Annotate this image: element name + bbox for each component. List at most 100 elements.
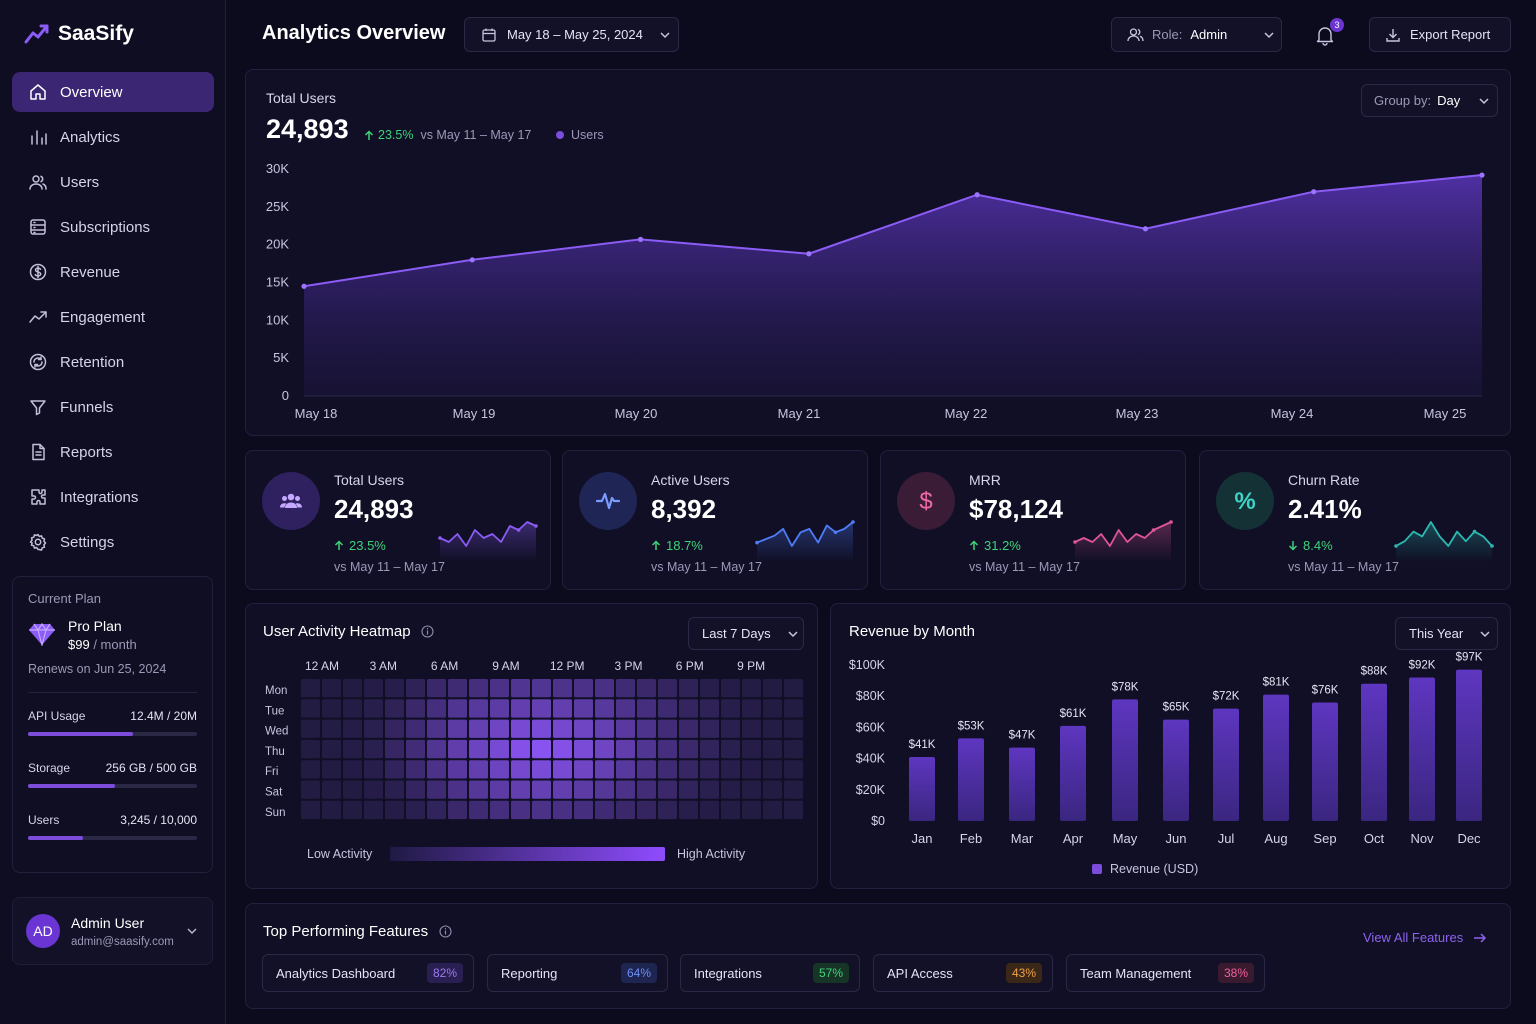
heatmap-cell[interactable] — [490, 760, 509, 779]
revenue-bar[interactable] — [1009, 747, 1035, 821]
heatmap-cell[interactable] — [301, 719, 320, 738]
heatmap-cell[interactable] — [721, 760, 740, 779]
heatmap-cell[interactable] — [490, 739, 509, 759]
revenue-bar[interactable] — [1312, 702, 1338, 821]
heatmap-cell[interactable] — [721, 719, 740, 738]
heatmap-cell[interactable] — [658, 800, 677, 820]
heatmap-cell[interactable] — [595, 739, 614, 759]
heatmap-cell[interactable] — [427, 760, 446, 779]
heatmap-cell[interactable] — [679, 739, 698, 759]
heatmap-cell[interactable] — [448, 739, 467, 759]
heatmap-cell[interactable] — [469, 760, 488, 779]
heatmap-cell[interactable] — [595, 719, 614, 738]
heatmap-cell[interactable] — [301, 699, 320, 718]
heatmap-cell[interactable] — [574, 780, 593, 799]
heatmap-cell[interactable] — [784, 800, 803, 820]
heatmap-cell[interactable] — [637, 699, 656, 718]
heatmap-cell[interactable] — [385, 780, 404, 799]
heatmap-cell[interactable] — [595, 679, 614, 698]
heatmap-cell[interactable] — [322, 760, 341, 779]
heatmap-cell[interactable] — [490, 699, 509, 718]
heatmap-cell[interactable] — [763, 699, 782, 718]
revenue-range-select[interactable]: This Year — [1395, 617, 1498, 650]
heatmap-cell[interactable] — [343, 760, 362, 779]
brand-logo[interactable]: SaaSify — [24, 22, 134, 46]
heatmap-cell[interactable] — [700, 719, 719, 738]
heatmap-cell[interactable] — [343, 699, 362, 718]
heatmap-cell[interactable] — [427, 739, 446, 759]
heatmap-cell[interactable] — [364, 760, 383, 779]
heatmap-cell[interactable] — [364, 679, 383, 698]
heatmap-cell[interactable] — [574, 719, 593, 738]
heatmap-cell[interactable] — [511, 679, 530, 698]
heatmap-cell[interactable] — [448, 780, 467, 799]
heatmap-cell[interactable] — [616, 699, 635, 718]
feature-chip-reporting[interactable]: Reporting 64% — [487, 954, 668, 992]
heatmap-cell[interactable] — [469, 699, 488, 718]
heatmap-cell[interactable] — [721, 780, 740, 799]
heatmap-cell[interactable] — [721, 800, 740, 820]
heatmap-cell[interactable] — [532, 679, 551, 698]
heatmap-cell[interactable] — [490, 780, 509, 799]
heatmap-cell[interactable] — [406, 760, 425, 779]
heatmap-cell[interactable] — [511, 739, 530, 759]
heatmap-cell[interactable] — [616, 739, 635, 759]
heatmap-cell[interactable] — [532, 800, 551, 820]
notifications-button[interactable]: 3 — [1314, 18, 1344, 48]
users-data-point[interactable] — [1479, 172, 1485, 178]
heatmap-cell[interactable] — [364, 739, 383, 759]
sidebar-item-overview[interactable]: Overview — [12, 72, 214, 112]
heatmap-cell[interactable] — [637, 679, 656, 698]
heatmap-cell[interactable] — [427, 679, 446, 698]
sidebar-item-integrations[interactable]: Integrations — [12, 477, 214, 517]
heatmap-cell[interactable] — [301, 800, 320, 820]
heatmap-cell[interactable] — [679, 780, 698, 799]
sidebar-item-funnels[interactable]: Funnels — [12, 387, 214, 427]
heatmap-cell[interactable] — [595, 760, 614, 779]
heatmap-cell[interactable] — [742, 760, 761, 779]
revenue-bar[interactable] — [909, 757, 935, 821]
heatmap-cell[interactable] — [616, 800, 635, 820]
heatmap-cell[interactable] — [616, 719, 635, 738]
heatmap-cell[interactable] — [406, 719, 425, 738]
heatmap-cell[interactable] — [532, 699, 551, 718]
heatmap-cell[interactable] — [427, 780, 446, 799]
heatmap-cell[interactable] — [721, 739, 740, 759]
heatmap-cell[interactable] — [595, 699, 614, 718]
heatmap-cell[interactable] — [574, 679, 593, 698]
sidebar-item-settings[interactable]: Settings — [12, 522, 214, 562]
heatmap-cell[interactable] — [700, 739, 719, 759]
heatmap-cell[interactable] — [469, 780, 488, 799]
heatmap-cell[interactable] — [448, 719, 467, 738]
heatmap-cell[interactable] — [679, 719, 698, 738]
revenue-bar[interactable] — [958, 738, 984, 821]
heatmap-cell[interactable] — [385, 739, 404, 759]
role-selector[interactable]: Role: Admin — [1111, 17, 1282, 52]
heatmap-cell[interactable] — [658, 739, 677, 759]
heatmap-cell[interactable] — [721, 679, 740, 698]
heatmap-cell[interactable] — [574, 739, 593, 759]
heatmap-cell[interactable] — [385, 699, 404, 718]
heatmap-cell[interactable] — [511, 699, 530, 718]
heatmap-cell[interactable] — [448, 679, 467, 698]
heatmap-cell[interactable] — [658, 780, 677, 799]
heatmap-cell[interactable] — [427, 800, 446, 820]
heatmap-cell[interactable] — [658, 760, 677, 779]
heatmap-cell[interactable] — [763, 800, 782, 820]
heatmap-cell[interactable] — [784, 699, 803, 718]
heatmap-cell[interactable] — [364, 780, 383, 799]
heatmap-cell[interactable] — [742, 739, 761, 759]
view-all-features-link[interactable]: View All Features — [1363, 930, 1487, 945]
heatmap-cell[interactable] — [553, 679, 572, 698]
sidebar-item-analytics[interactable]: Analytics — [12, 117, 214, 157]
heatmap-cell[interactable] — [763, 739, 782, 759]
heatmap-cell[interactable] — [469, 800, 488, 820]
heatmap-cell[interactable] — [301, 780, 320, 799]
heatmap-cell[interactable] — [385, 719, 404, 738]
heatmap-cell[interactable] — [406, 679, 425, 698]
heatmap-cell[interactable] — [700, 679, 719, 698]
heatmap-cell[interactable] — [553, 780, 572, 799]
heatmap-cell[interactable] — [700, 760, 719, 779]
heatmap-cell[interactable] — [553, 739, 572, 759]
heatmap-cell[interactable] — [553, 719, 572, 738]
